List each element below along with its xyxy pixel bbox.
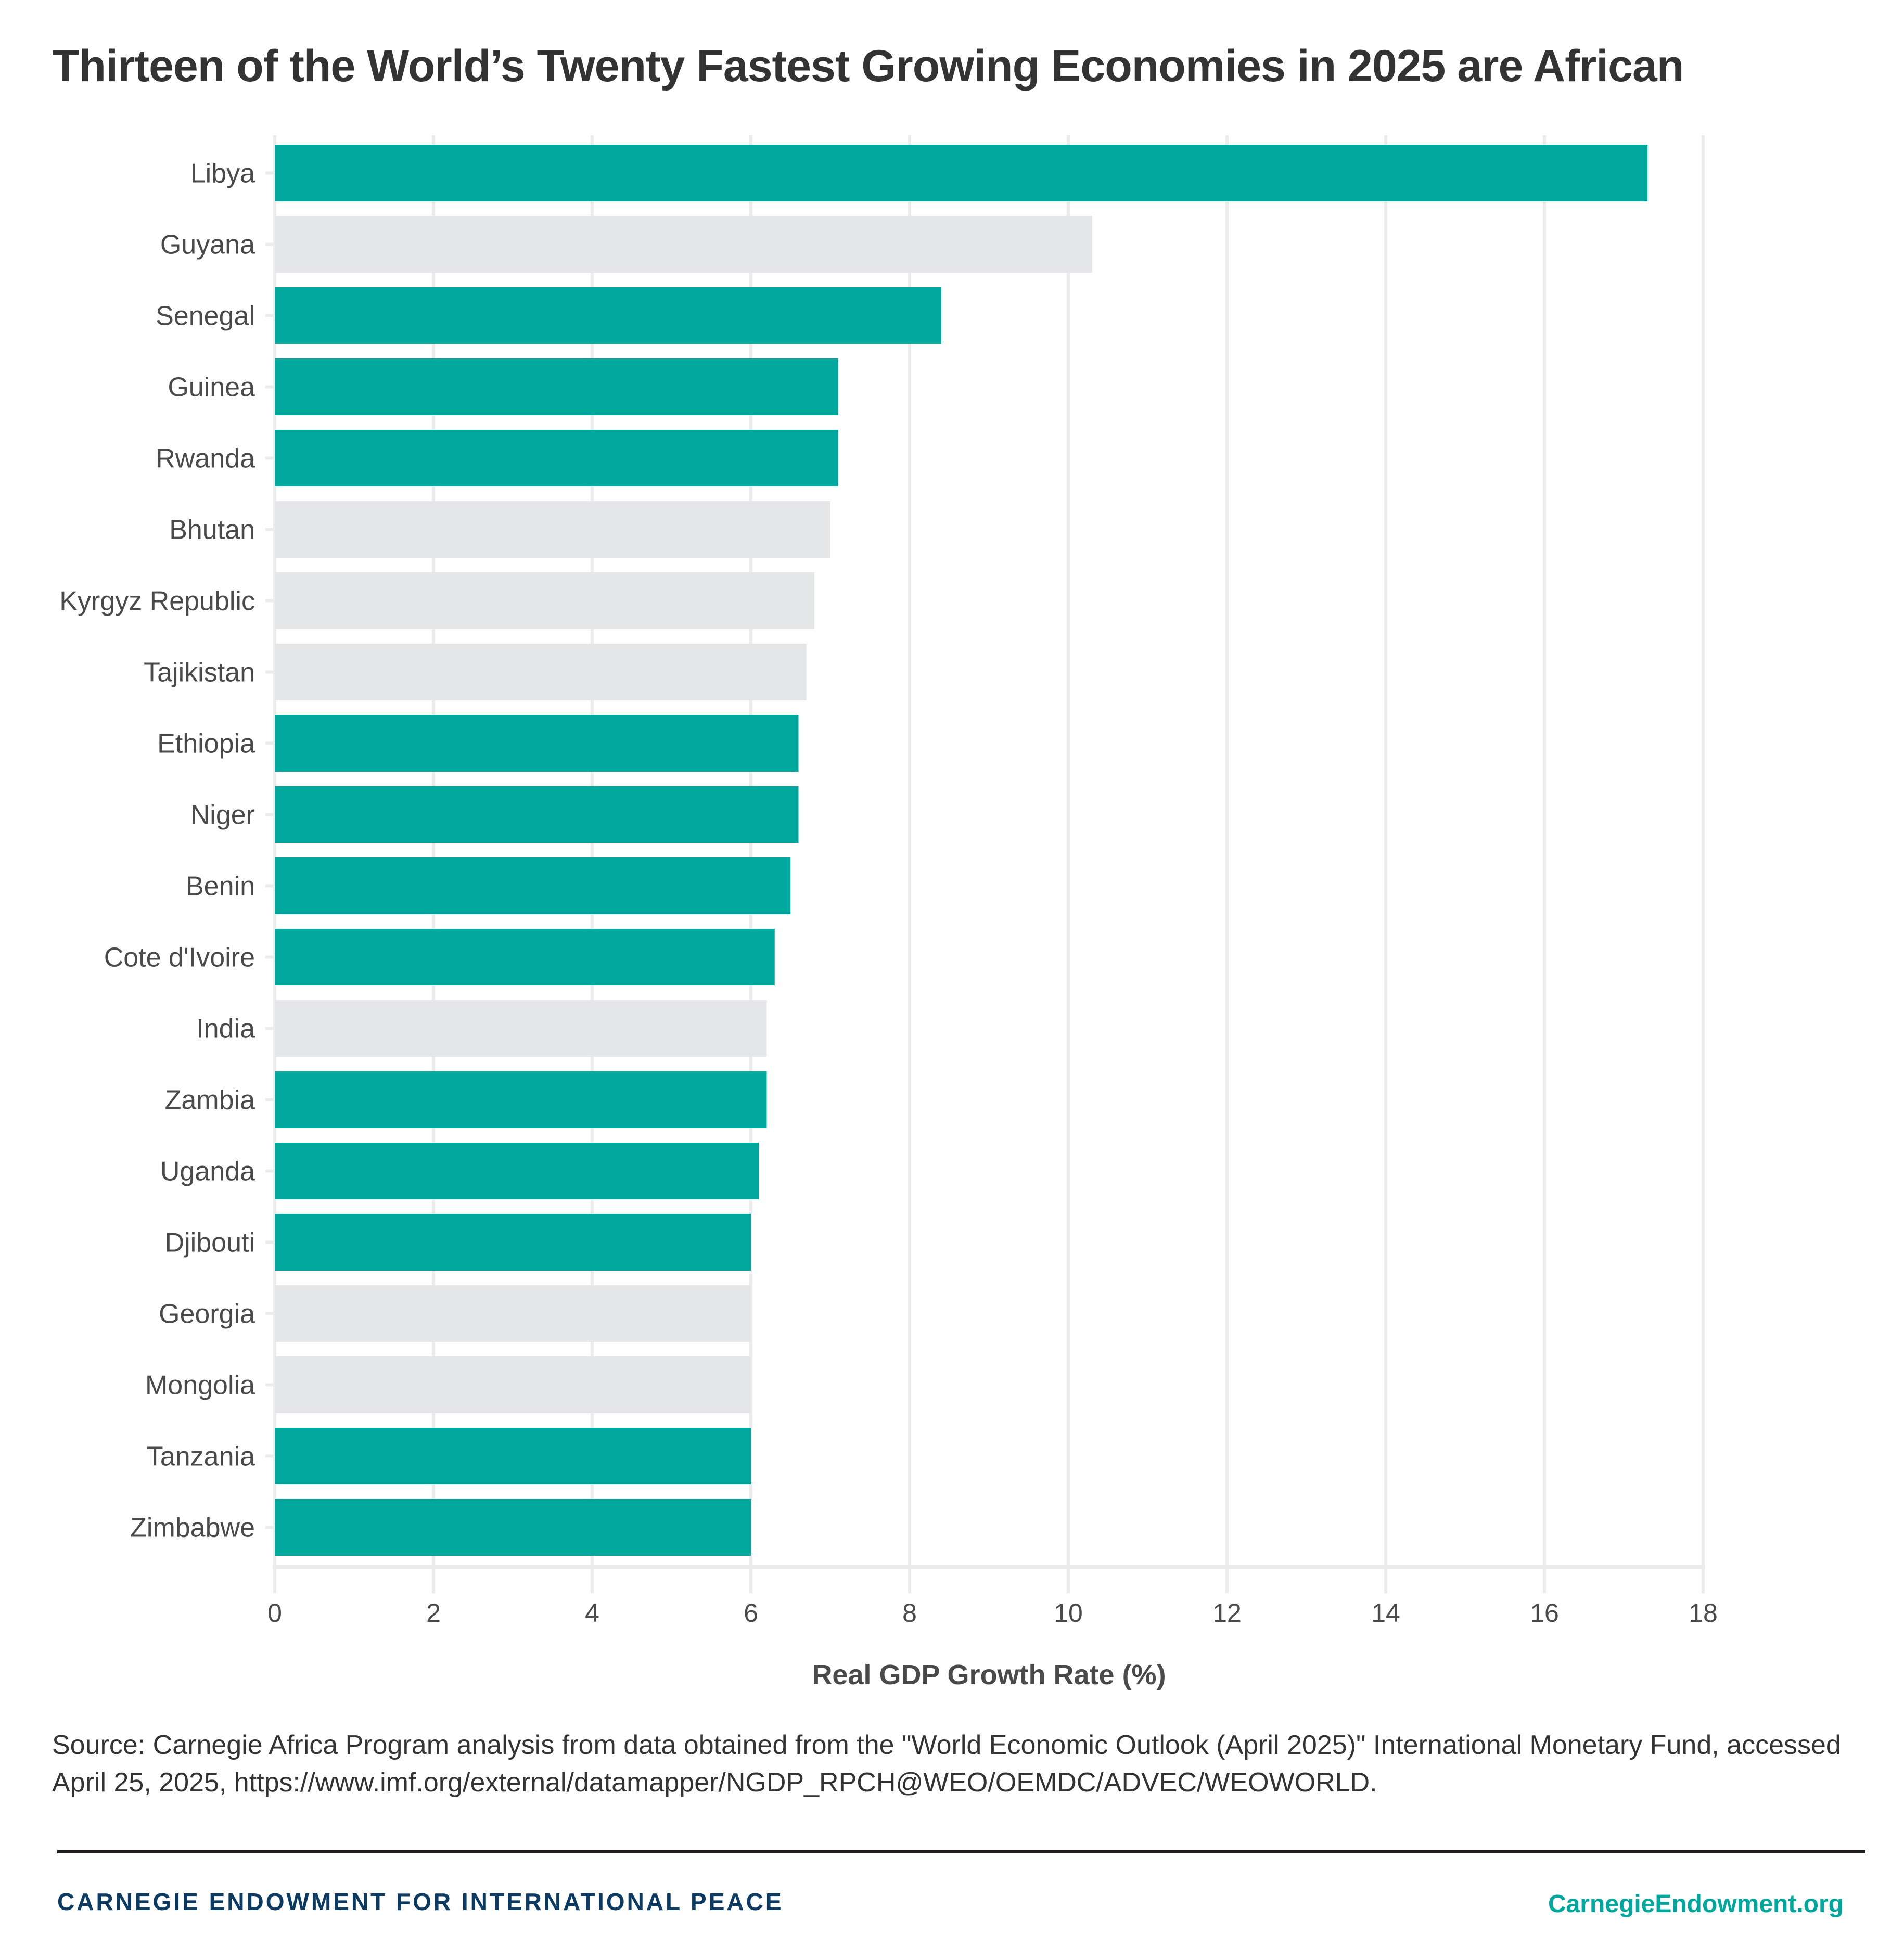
bar-chart: Libya Guyana Senegal Guinea Rwanda Bhutan Kyrg… [59,135,1718,1690]
organization-name: CARNEGIE ENDOWMENT FOR INTERNATIONAL PEA… [57,1888,784,1915]
bar [275,1214,751,1271]
bar [275,1143,759,1199]
organization-url[interactable]: CarnegieEndowment.org [1548,1890,1844,1918]
bar [275,145,1648,201]
bar [275,1285,751,1342]
x-tick-label: 8 [902,1598,917,1628]
source-note: Source: Carnegie Africa Program analysis… [52,1730,1841,1798]
category-label: Georgia [159,1299,255,1329]
category-label: Guinea [168,373,255,403]
bar [275,644,807,700]
category-label: Ethiopia [157,729,255,759]
category-label: Benin [186,872,255,902]
x-tick-label: 4 [585,1598,599,1628]
x-axis-title: Real GDP Growth Rate (%) [812,1659,1166,1690]
category-label: Tanzania [147,1442,255,1472]
category-label: Libya [190,159,255,189]
bar [275,929,775,985]
category-labels: Libya Guyana Senegal Guinea Rwanda Bhutan Kyrg… [59,159,274,1543]
category-label: Djibouti [165,1228,255,1258]
bar [275,786,799,843]
category-label: Mongolia [145,1370,255,1401]
chart-title: Thirteen of the World’s Twenty Fastest G… [52,41,1684,91]
category-label: Cote d'Ivoire [104,943,255,973]
x-tick-label: 10 [1054,1598,1083,1628]
category-label: Niger [190,800,255,830]
x-tick-label: 0 [267,1598,282,1628]
bar [275,857,791,914]
category-label: Kyrgyz Republic [59,586,255,617]
bars [275,145,1648,1556]
x-tick-label: 16 [1530,1598,1559,1628]
bar [275,1071,767,1128]
category-label: Zambia [165,1085,255,1116]
bar [275,1499,751,1556]
bar [275,501,830,558]
bar [275,1000,767,1057]
category-label: Guyana [160,230,255,260]
bar [275,216,1092,273]
category-label: Rwanda [156,444,255,474]
category-label: Bhutan [169,515,255,545]
category-label: Zimbabwe [130,1513,255,1543]
category-label: Uganda [160,1157,255,1187]
bar [275,430,838,486]
x-tick-label: 6 [744,1598,758,1628]
bar [275,1428,751,1484]
x-axis-ticks: 0 2 4 6 8 10 12 14 16 18 [267,1598,1718,1628]
bar [275,715,799,772]
category-label: Tajikistan [144,658,255,688]
bar [275,572,814,629]
bar [275,1356,751,1413]
footer-divider [57,1850,1865,1853]
bar [275,287,941,344]
category-label: Senegal [156,301,255,331]
x-tick-label: 12 [1212,1598,1242,1628]
category-label: India [196,1014,255,1044]
bar [275,358,838,415]
x-tick-label: 14 [1371,1598,1400,1628]
x-tick-label: 2 [426,1598,441,1628]
x-tick-label: 18 [1689,1598,1718,1628]
